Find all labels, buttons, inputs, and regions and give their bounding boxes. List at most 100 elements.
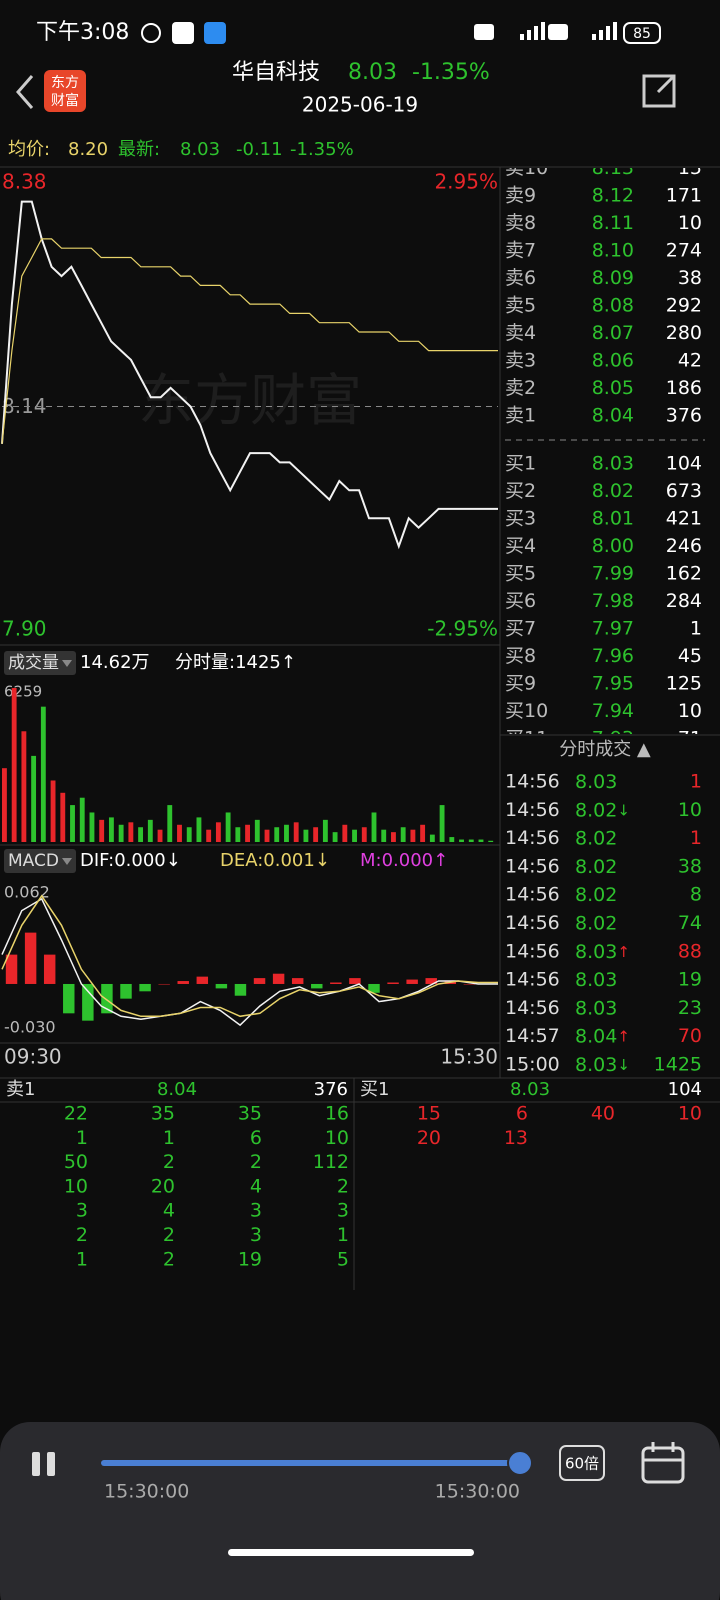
book-price: 8.04 [592, 405, 634, 427]
volume-bar [410, 829, 416, 842]
trade-volume: 1425 [654, 1054, 702, 1076]
trade-volume: 88 [678, 940, 702, 962]
y-tick-label: 7.90 [2, 617, 47, 641]
book-volume: 421 [666, 508, 702, 530]
book-label: 卖4 [505, 322, 536, 344]
queue-order: 1 [337, 1224, 349, 1246]
signal-icon [592, 22, 617, 40]
volume-bar [254, 819, 260, 842]
queue-order: 10 [325, 1127, 349, 1149]
trade-price-value: 8.04 [575, 1025, 617, 1047]
status-time: 下午3:08 [36, 20, 129, 45]
trade-volume: 19 [678, 969, 702, 991]
book-label: 卖9 [505, 185, 536, 207]
book-volume: 186 [666, 377, 702, 399]
volume-selector[interactable] [4, 651, 76, 675]
pause-button[interactable] [47, 1452, 55, 1476]
queue-order: 6 [250, 1127, 262, 1149]
back-button[interactable] [16, 75, 34, 109]
volume-bar [11, 688, 17, 842]
trade-price-value: 8.03 [575, 771, 617, 793]
book-label: 买11 [505, 728, 548, 750]
volume-bar [21, 731, 27, 842]
queue-order: 13 [504, 1127, 528, 1149]
speed-button[interactable] [559, 1445, 605, 1481]
pause-button[interactable] [32, 1452, 40, 1476]
frame [0, 166, 720, 1290]
macd-bar [158, 983, 170, 985]
volume-bar [274, 827, 280, 842]
queue-order: 19 [238, 1248, 262, 1270]
trades-title[interactable]: 分时成交 ▲ [559, 739, 651, 760]
trade-price-value: 8.03 [575, 997, 617, 1019]
volume-bar [361, 827, 367, 842]
volume-bar [138, 827, 144, 842]
book-volume: 104 [666, 453, 702, 475]
trade-price-value: 8.02 [575, 884, 617, 906]
book-label: 卖1 [505, 405, 536, 427]
queue-order: 20 [151, 1175, 175, 1197]
calendar-button[interactable] [641, 1442, 685, 1484]
dropdown-icon [62, 858, 72, 865]
macd-bar [253, 978, 266, 984]
volume-bar [284, 824, 289, 842]
volume-bar [468, 839, 474, 842]
book-price: 8.12 [592, 185, 634, 207]
queue-order: 2 [163, 1151, 175, 1173]
trade-time: 14:56 [505, 827, 560, 849]
queue-order: 4 [250, 1175, 262, 1197]
trade-price: 8.03 [575, 969, 617, 991]
queue-order: 50 [64, 1151, 88, 1173]
volume-bar [70, 805, 75, 842]
volume-bar [167, 805, 173, 842]
share-button[interactable] [642, 74, 676, 108]
book-volume: 15 [678, 157, 702, 179]
book-volume: 673 [666, 480, 702, 502]
macd-bar [101, 983, 113, 1014]
macd-bar [43, 954, 56, 984]
macd-bar [330, 982, 342, 984]
book-price: 7.99 [592, 563, 634, 585]
macd-bar [196, 976, 209, 984]
hd-icon [474, 24, 494, 40]
book-label: 买2 [505, 480, 536, 502]
volume-bar [235, 827, 241, 842]
book-volume: 1 [690, 618, 702, 640]
queue-order: 3 [337, 1200, 349, 1222]
trade-time: 14:56 [505, 884, 560, 906]
book-label: 卖7 [505, 240, 536, 262]
hd-icon [548, 24, 568, 40]
volume-bar [371, 812, 377, 842]
macd-selector[interactable] [4, 849, 76, 873]
macd-bar [215, 983, 228, 989]
volume-bar [313, 827, 319, 842]
volume-bar [381, 829, 387, 842]
book-label: 卖10 [505, 157, 548, 179]
book-label: 卖2 [505, 377, 536, 399]
trade-price: 8.02 [575, 827, 617, 849]
trade-volume: 1 [690, 827, 702, 849]
queue-volume: 376 [314, 1079, 348, 1100]
volume-bar [186, 827, 192, 842]
dea-label: DEA:0.001↓ [220, 850, 330, 871]
volume-bar [332, 832, 338, 842]
macd-bar [349, 978, 361, 984]
y-tick-label: 6259 [4, 683, 42, 701]
trade-time: 14:56 [505, 940, 560, 962]
book-volume: 10 [678, 212, 702, 234]
volume-bar [40, 706, 46, 842]
book-volume: 42 [678, 350, 702, 372]
volume-bar [391, 832, 396, 842]
trade-arrow: ↓ [617, 1056, 630, 1074]
volume-bar [50, 780, 56, 842]
queue-order: 3 [250, 1200, 262, 1222]
book-label: 买8 [505, 645, 536, 667]
volume-bar [352, 829, 357, 842]
volume-bar [400, 827, 406, 842]
macd-bar [139, 983, 151, 992]
book-price: 7.95 [592, 673, 634, 695]
progress-knob[interactable] [507, 1450, 533, 1476]
queue-order: 5 [337, 1248, 349, 1270]
